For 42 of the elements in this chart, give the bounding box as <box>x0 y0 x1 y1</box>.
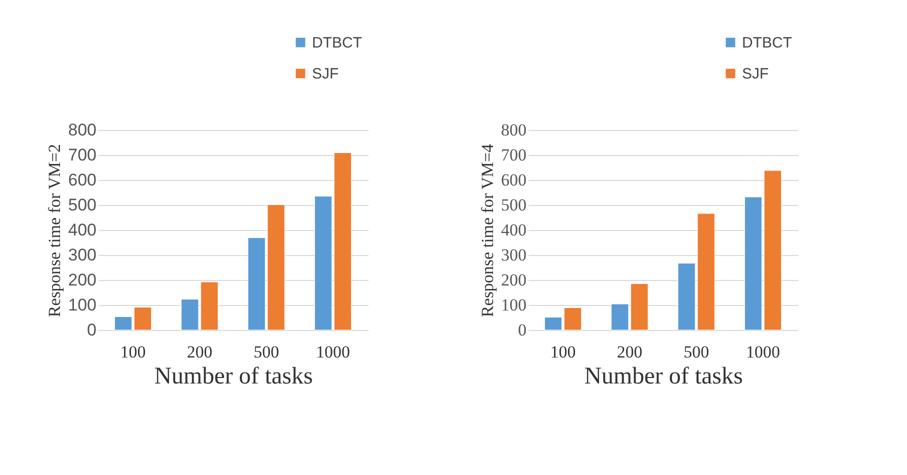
y-tick-label: 100 <box>68 296 96 314</box>
bar <box>334 152 352 330</box>
x-axis-title: Number of tasks <box>154 364 313 390</box>
y-tick-label: 500 <box>501 196 526 214</box>
y-tick-label: 0 <box>87 320 96 340</box>
y-tick-label: 100 <box>501 296 526 314</box>
y-axis-title: Response time for VM=4 <box>478 143 497 318</box>
y-tick-label: 500 <box>68 196 96 214</box>
legend-label: SJF <box>312 66 339 82</box>
bar <box>114 316 132 330</box>
x-tick-label: 100 <box>550 342 576 362</box>
bar <box>134 307 152 330</box>
x-tick-label: 500 <box>684 342 710 362</box>
y-tick-label: 600 <box>68 170 96 190</box>
y-axis-title: Response time for VM=2 <box>45 144 64 318</box>
y-tick-label: 0 <box>518 320 526 340</box>
x-tick-label: 1000 <box>316 342 350 362</box>
y-tick-label: 200 <box>501 270 526 290</box>
legend-label: SJF <box>742 66 769 82</box>
y-tick-label: 700 <box>68 146 96 164</box>
legend-label: DTBCT <box>742 34 792 52</box>
bar <box>764 170 782 330</box>
x-tick-label: 500 <box>254 342 280 362</box>
legend-label: DTBCT <box>312 34 362 52</box>
y-tick-label: 400 <box>501 220 526 240</box>
y-tick-label: 800 <box>501 120 526 140</box>
bar <box>564 308 582 330</box>
x-tick-label: 1000 <box>746 342 780 362</box>
bar <box>744 196 762 330</box>
y-tick-label: 700 <box>501 146 526 164</box>
y-tick-label: 600 <box>501 170 526 190</box>
x-tick-label: 200 <box>616 342 642 362</box>
y-tick-label: 200 <box>68 270 96 290</box>
y-tick-label: 300 <box>501 246 526 264</box>
x-tick-label: 200 <box>186 342 212 362</box>
x-tick-label: 100 <box>120 342 146 362</box>
bar <box>544 317 562 330</box>
bar <box>314 196 332 330</box>
y-tick-label: 400 <box>68 220 96 240</box>
y-tick-label: 800 <box>68 120 96 140</box>
x-axis-title: Number of tasks <box>584 364 743 390</box>
y-tick-label: 300 <box>68 246 96 264</box>
